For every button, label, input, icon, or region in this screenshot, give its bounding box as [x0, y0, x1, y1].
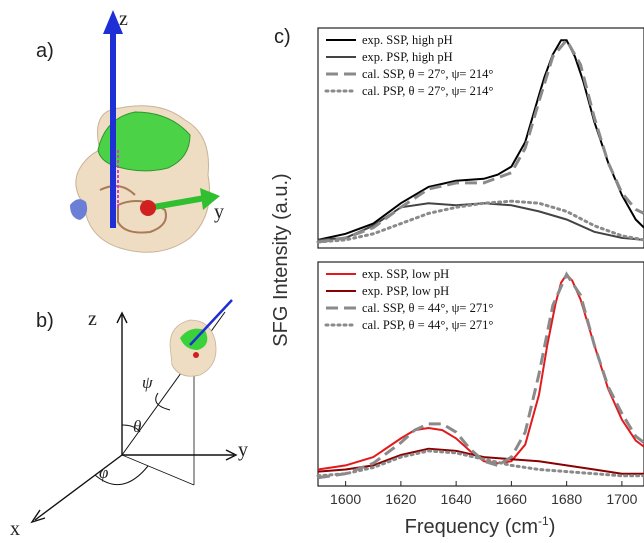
panel-label-a: a) — [36, 40, 54, 62]
top-plot-frame — [317, 27, 644, 249]
mol-x-axis-marker — [140, 200, 156, 216]
x-tick-label-1620: 1620 — [385, 491, 416, 507]
bottom-legend: exp. SSP, low pH exp. PSP, low pH cal. SSP… — [324, 267, 493, 332]
top-legend-entry-0: exp. SSP, high pH — [362, 33, 453, 47]
mol-y-axis — [147, 188, 220, 211]
top-legend: exp. SSP, high pH exp. PSP, high pH cal. S… — [324, 33, 493, 98]
top-series-line-3 — [316, 199, 644, 244]
bottom-plot-frame — [317, 261, 644, 487]
frame-axes — [30, 311, 238, 524]
x-tick-label-1700: 1700 — [606, 491, 637, 507]
x-tick-label-1640: 1640 — [441, 491, 472, 507]
x-axis-label: Frequency (cm-1) — [405, 514, 556, 538]
molecule-b — [169, 299, 233, 377]
top-series-line-0 — [317, 39, 644, 241]
top-plot: exp. SSP, high pH exp. PSP, high pH cal. S… — [316, 27, 644, 249]
top-series-line-2 — [317, 37, 644, 244]
frame-y-label: y — [238, 439, 248, 461]
phi-symbol: φ — [99, 463, 108, 482]
panel-label-b: b) — [36, 310, 54, 332]
x-tick-label-1600: 1600 — [330, 491, 361, 507]
top-legend-entry-1: exp. PSP, high pH — [362, 50, 453, 64]
top-legend-entry-2: cal. SSP, θ = 27°, ψ= 214° — [362, 67, 493, 81]
mol-z-axis — [103, 10, 123, 228]
frame-z-label: z — [88, 308, 97, 330]
bottom-legend-entry-2: cal. SSP, θ = 44°, ψ= 271° — [362, 301, 493, 315]
x-tick-label-1680: 1680 — [551, 491, 582, 507]
frame-x-label: x — [10, 518, 20, 540]
bottom-plot: exp. SSP, low pH exp. PSP, low pH cal. SSP… — [316, 261, 644, 507]
top-legend-entry-3: cal. PSP, θ = 27°, ψ= 214° — [362, 84, 493, 98]
mol-z-label: z — [119, 8, 128, 30]
bottom-series-line-3 — [316, 449, 644, 478]
mol-y-label: y — [214, 201, 224, 223]
bottom-legend-entry-0: exp. SSP, low pH — [362, 267, 449, 281]
y-axis-label: SFG Intensity (a.u.) — [270, 173, 292, 346]
molecule-a — [70, 105, 211, 253]
bottom-series-line-2 — [317, 271, 644, 480]
bottom-legend-entry-1: exp. PSP, low pH — [362, 284, 449, 298]
theta-symbol: θ — [133, 417, 141, 436]
x-axis: 1600 1620 1640 1660 1680 1700 — [330, 481, 638, 507]
panel-label-c: c) — [274, 26, 291, 48]
x-tick-label-1660: 1660 — [496, 491, 527, 507]
bottom-legend-entry-3: cal. PSP, θ = 44°, ψ= 271° — [362, 318, 493, 332]
bottom-series-line-1 — [317, 447, 644, 475]
psi-symbol: ψ — [142, 373, 153, 392]
